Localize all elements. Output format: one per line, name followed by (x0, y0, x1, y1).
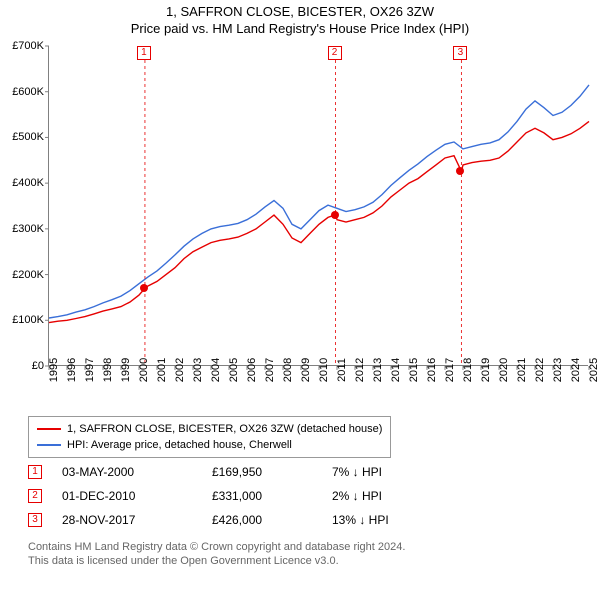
sales-row: 3 28-NOV-2017£426,00013% ↓ HPI (28, 508, 452, 532)
footer-line2: This data is licensed under the Open Gov… (28, 554, 405, 568)
sales-diff: 7% ↓ HPI (332, 465, 452, 479)
sales-row-marker: 1 (28, 465, 42, 479)
chart-subtitle: Price paid vs. HM Land Registry's House … (0, 19, 600, 36)
x-tick-label: 1997 (84, 358, 96, 382)
sales-date: 01-DEC-2010 (62, 489, 212, 503)
x-tick-label: 2018 (462, 358, 474, 382)
sales-date: 03-MAY-2000 (62, 465, 212, 479)
sales-row: 2 01-DEC-2010£331,0002% ↓ HPI (28, 484, 452, 508)
sales-diff: 13% ↓ HPI (332, 513, 452, 527)
sales-date: 28-NOV-2017 (62, 513, 212, 527)
x-tick-label: 2016 (426, 358, 438, 382)
y-tick-label: £600K (12, 86, 44, 98)
sales-row: 1 03-MAY-2000£169,9507% ↓ HPI (28, 460, 452, 484)
x-tick-label: 2024 (570, 358, 582, 382)
footer-attribution: Contains HM Land Registry data © Crown c… (28, 540, 405, 568)
sales-price: £331,000 (212, 489, 332, 503)
x-tick-label: 1995 (48, 358, 60, 382)
x-tick-label: 2011 (336, 358, 348, 382)
x-tick-label: 2008 (282, 358, 294, 382)
x-tick-label: 2006 (246, 358, 258, 382)
x-tick-label: 2023 (552, 358, 564, 382)
x-tick-label: 2022 (534, 358, 546, 382)
sales-row-marker: 2 (28, 489, 42, 503)
x-tick-label: 2004 (210, 358, 222, 382)
y-tick-label: £200K (12, 269, 44, 281)
sale-marker-1: 1 (137, 46, 151, 60)
sale-point-1 (140, 284, 148, 292)
sale-marker-2: 2 (328, 46, 342, 60)
legend-item: HPI: Average price, detached house, Cher… (37, 437, 382, 453)
sales-table: 1 03-MAY-2000£169,9507% ↓ HPI 2 01-DEC-2010… (28, 460, 452, 532)
y-tick-label: £700K (12, 40, 44, 52)
x-tick-label: 2013 (372, 358, 384, 382)
x-tick-label: 2010 (318, 358, 330, 382)
y-tick-label: £400K (12, 177, 44, 189)
chart-plot-area (48, 46, 588, 366)
sale-marker-3: 3 (453, 46, 467, 60)
sales-diff: 2% ↓ HPI (332, 489, 452, 503)
footer-line1: Contains HM Land Registry data © Crown c… (28, 540, 405, 554)
x-tick-label: 2017 (444, 358, 456, 382)
sale-point-2 (331, 211, 339, 219)
x-tick-label: 2025 (588, 358, 600, 382)
x-tick-label: 2000 (138, 358, 150, 382)
x-tick-label: 1999 (120, 358, 132, 382)
x-tick-label: 2012 (354, 358, 366, 382)
x-tick-label: 1998 (102, 358, 114, 382)
legend: 1, SAFFRON CLOSE, BICESTER, OX26 3ZW (de… (28, 416, 391, 458)
chart-title: 1, SAFFRON CLOSE, BICESTER, OX26 3ZW (0, 0, 600, 19)
legend-swatch (37, 428, 61, 430)
x-tick-label: 2007 (264, 358, 276, 382)
x-tick-label: 2015 (408, 358, 420, 382)
legend-item: 1, SAFFRON CLOSE, BICESTER, OX26 3ZW (de… (37, 421, 382, 437)
legend-swatch (37, 444, 61, 446)
legend-label: 1, SAFFRON CLOSE, BICESTER, OX26 3ZW (de… (67, 421, 382, 437)
x-tick-label: 2009 (300, 358, 312, 382)
sales-row-marker: 3 (28, 513, 42, 527)
chart-svg (49, 46, 589, 366)
x-tick-label: 1996 (66, 358, 78, 382)
y-tick-label: £100K (12, 314, 44, 326)
x-tick-label: 2019 (480, 358, 492, 382)
sales-price: £169,950 (212, 465, 332, 479)
x-tick-label: 2021 (516, 358, 528, 382)
sale-point-3 (456, 167, 464, 175)
legend-label: HPI: Average price, detached house, Cher… (67, 437, 292, 453)
x-tick-label: 2001 (156, 358, 168, 382)
x-tick-label: 2014 (390, 358, 402, 382)
y-tick-label: £300K (12, 223, 44, 235)
sales-price: £426,000 (212, 513, 332, 527)
y-tick-label: £0 (32, 360, 44, 372)
x-tick-label: 2003 (192, 358, 204, 382)
x-tick-label: 2020 (498, 358, 510, 382)
x-tick-label: 2005 (228, 358, 240, 382)
series-line-hpi (49, 85, 589, 318)
y-tick-label: £500K (12, 131, 44, 143)
x-tick-label: 2002 (174, 358, 186, 382)
series-line-price_paid (49, 121, 589, 322)
